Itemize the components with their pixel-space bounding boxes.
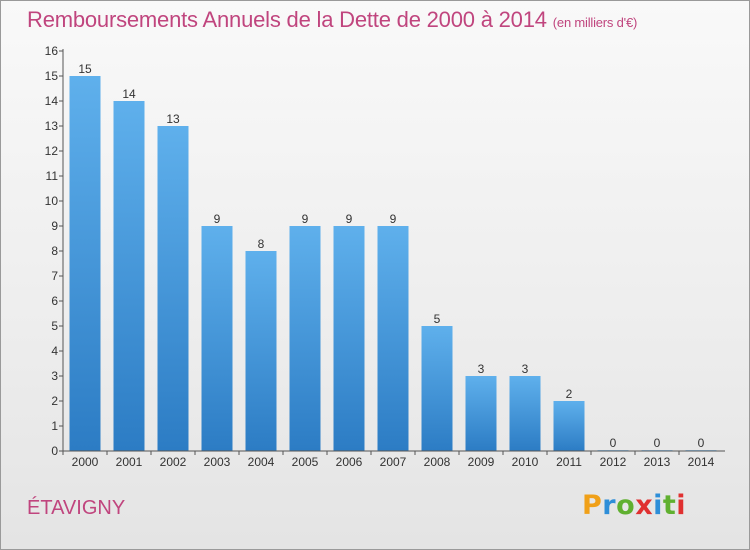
bar-value-label: 14 (122, 87, 136, 101)
x-tick-label: 2004 (248, 455, 275, 469)
bar (69, 76, 101, 451)
logo-letter: r (602, 490, 617, 521)
x-tick-label: 2005 (292, 455, 319, 469)
bar-value-label: 0 (610, 436, 617, 450)
bars (69, 76, 717, 451)
y-tick-label: 3 (51, 369, 58, 383)
bar-value-label: 3 (522, 362, 529, 376)
y-tick-label: 0 (51, 444, 58, 458)
chart-title: Remboursements Annuels de la Dette de 20… (27, 7, 637, 33)
commune-name: ÉTAVIGNY (27, 497, 126, 519)
bar-value-label: 2 (566, 387, 573, 401)
bar (201, 226, 233, 451)
bar-value-label: 0 (654, 436, 661, 450)
y-tick-label: 5 (51, 319, 58, 333)
bar (157, 126, 189, 451)
x-tick-label: 2003 (204, 455, 231, 469)
x-tick-label: 2001 (116, 455, 143, 469)
bar-value-label: 9 (346, 212, 353, 226)
y-tick-label: 6 (51, 294, 58, 308)
y-tick-label: 7 (51, 269, 58, 283)
x-axis: 2000 2001 2002 2003 2004 2005 2006 2007 2008 2009… (62, 450, 725, 469)
bar (421, 326, 453, 451)
logo-letter: i (653, 490, 663, 521)
bar-value-label: 8 (258, 237, 265, 251)
y-tick-label: 12 (45, 144, 59, 158)
logo-letter: P (582, 490, 603, 521)
x-tick-label: 2002 (160, 455, 187, 469)
x-tick-label: 2011 (556, 455, 582, 469)
bar (245, 251, 277, 451)
proxiti-logo[interactable]: Proxiti (582, 490, 686, 521)
x-tick-label: 2010 (512, 455, 539, 469)
x-tick-label: 2007 (380, 455, 407, 469)
y-tick-label: 4 (51, 344, 58, 358)
x-tick-label: 2012 (600, 455, 627, 469)
x-tick-label: 2013 (644, 455, 671, 469)
logo-letter: x (635, 490, 654, 521)
y-tick-label: 14 (45, 94, 59, 108)
x-tick-label: 2000 (72, 455, 99, 469)
y-tick-label: 10 (45, 194, 59, 208)
y-tick-label: 9 (51, 219, 58, 233)
bar (333, 226, 365, 451)
y-tick-label: 16 (45, 44, 59, 58)
x-tick-label: 2008 (424, 455, 451, 469)
value-labels: 15 14 13 9 8 9 9 9 5 3 3 2 0 0 0 (78, 62, 704, 450)
bar-value-label: 3 (478, 362, 485, 376)
bar-value-label: 9 (302, 212, 309, 226)
x-tick-label: 2006 (336, 455, 363, 469)
y-tick-label: 13 (45, 119, 59, 133)
x-tick-label: 2009 (468, 455, 495, 469)
x-tick-label: 2014 (688, 455, 715, 469)
bar-value-label: 13 (166, 112, 180, 126)
bar (509, 376, 541, 451)
bar-value-label: 9 (214, 212, 221, 226)
logo-letter: i (676, 490, 687, 521)
y-tick-label: 15 (45, 69, 59, 83)
bar (553, 401, 585, 451)
chart-title-unit: (en milliers d'€) (552, 15, 638, 30)
bar-value-label: 0 (698, 436, 705, 450)
bar-value-label: 9 (390, 212, 397, 226)
y-tick-label: 11 (46, 169, 59, 183)
logo-letter: t (662, 490, 677, 521)
bar (377, 226, 409, 451)
bar (465, 376, 497, 451)
bar (289, 226, 321, 451)
logo-letter: o (616, 490, 636, 521)
y-tick-label: 2 (51, 394, 58, 408)
y-tick-label: 8 (51, 244, 58, 258)
y-tick-label: 1 (51, 419, 58, 433)
bar-value-label: 15 (78, 62, 92, 76)
bar (113, 101, 145, 451)
bar-value-label: 5 (434, 312, 441, 326)
chart-title-main: Remboursements Annuels de la Dette de 20… (27, 7, 547, 32)
